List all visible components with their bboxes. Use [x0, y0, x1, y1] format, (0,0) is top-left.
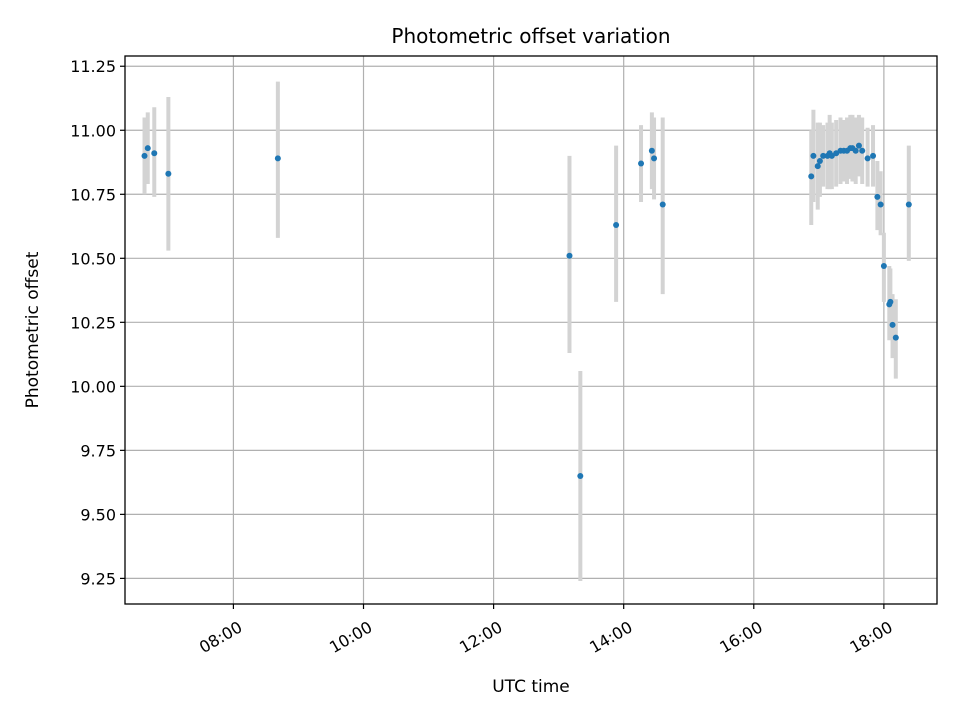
data-point: [165, 170, 172, 177]
data-point: [613, 222, 620, 229]
y-tick-label: 10.75: [70, 185, 116, 204]
data-point: [141, 152, 148, 159]
y-tick-label: 9.50: [80, 505, 116, 524]
data-point: [877, 201, 884, 208]
y-tick-label: 9.75: [80, 441, 116, 460]
data-point: [905, 201, 912, 208]
data-point: [874, 193, 881, 200]
y-tick-label: 10.00: [70, 377, 116, 396]
data-point: [887, 298, 894, 305]
y-tick-label: 9.25: [80, 569, 116, 588]
data-points: [141, 142, 912, 479]
grid: [125, 56, 937, 604]
y-axis-label: Photometric offset: [23, 251, 43, 408]
data-point: [151, 150, 158, 157]
y-tick-label: 10.25: [70, 313, 116, 332]
data-point: [889, 321, 896, 328]
data-point: [820, 152, 827, 159]
y-axis-ticks: 9.25 9.50 9.75 10.00 10.25 10.50 10.75 11.00 11.…: [70, 57, 125, 588]
data-point: [828, 152, 835, 159]
plot-frame: [124, 55, 938, 605]
data-point: [144, 145, 151, 152]
data-point: [659, 201, 666, 208]
data-point: [852, 147, 859, 154]
data-point: [892, 334, 899, 341]
data-point: [638, 160, 645, 167]
data-point: [880, 262, 887, 269]
y-tick-label: 11.00: [70, 121, 116, 140]
data-point: [566, 252, 573, 259]
data-point: [816, 157, 823, 164]
data-point: [274, 155, 281, 162]
data-point: [808, 173, 815, 180]
data-point: [577, 472, 584, 479]
data-point: [864, 155, 871, 162]
data-point: [648, 147, 655, 154]
y-tick-label: 11.25: [70, 57, 116, 76]
y-tick-label: 10.50: [70, 249, 116, 268]
data-point: [810, 152, 817, 159]
data-point: [855, 142, 862, 149]
data-point: [870, 152, 877, 159]
data-point: [814, 163, 821, 170]
data-point: [833, 150, 840, 157]
data-point: [859, 147, 866, 154]
x-axis-label: UTC time: [492, 677, 570, 697]
chart-title: Photometric offset variation: [391, 24, 670, 48]
data-point: [651, 155, 658, 162]
